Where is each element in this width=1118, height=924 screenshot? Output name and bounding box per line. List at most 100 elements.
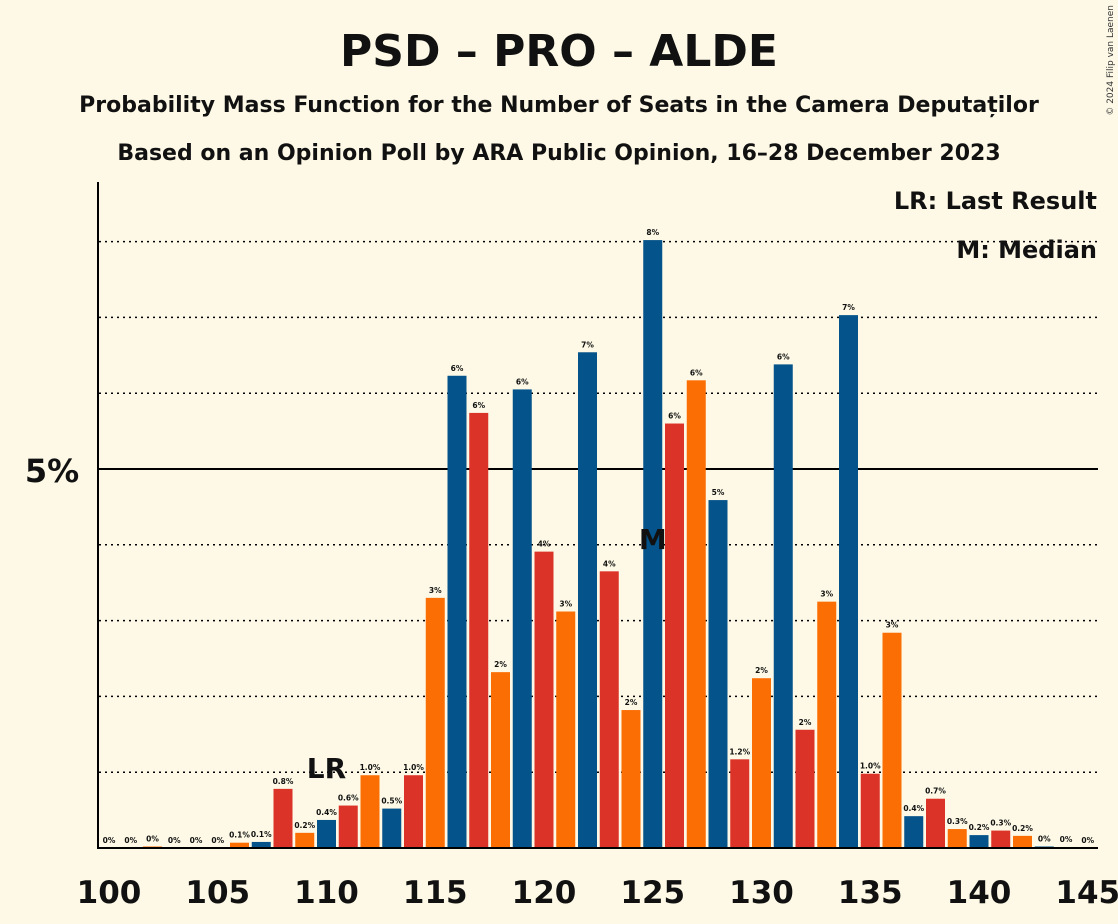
bar-label-seat-142: 0.2% [1012,824,1033,833]
bar-label-seat-139: 0.3% [947,817,968,826]
bar-label-seat-122: 7% [581,340,594,349]
bar-label-seat-141: 0.3% [990,819,1011,828]
bar-label-seat-121: 3% [559,600,572,609]
bar-seat-116 [447,375,467,848]
bar-seat-117 [469,412,489,848]
x-tick-130: 130 [729,875,794,911]
bar-label-seat-106: 0.1% [229,831,250,840]
bar-seat-135 [860,773,880,848]
bar-seat-110 [317,819,336,848]
bar-label-seat-144: 0% [1060,835,1073,844]
bar-seat-107 [251,841,271,848]
bar-seat-123 [599,571,619,848]
bar-seat-138 [926,798,945,848]
bar-label-seat-117: 6% [472,401,485,410]
bar-label-seat-113: 0.5% [381,797,402,806]
bar-label-seat-107: 0.1% [251,830,272,839]
x-tick-145: 145 [1055,875,1118,911]
bar-label-seat-137: 0.4% [903,804,924,813]
bar-label-seat-143: 0% [1038,834,1051,843]
bar-seat-141 [991,830,1011,848]
bar-seat-118 [491,672,510,848]
grid-lines [99,240,1098,773]
axes [97,182,1098,849]
bar-seat-136 [882,632,902,848]
x-tick-115: 115 [403,875,468,911]
bar-label-seat-126: 6% [668,412,681,421]
bar-seat-122 [578,352,597,848]
bar-label-seat-128: 5% [712,488,725,497]
last-result-marker: LR [307,752,346,785]
bar-label-seat-120: 4% [538,540,551,549]
bar-label-seat-110: 0.4% [316,808,337,817]
legend-median: M: Median [956,236,1097,264]
bar-label-seat-127: 6% [690,368,703,377]
bar-seat-113 [382,808,402,848]
y-axis-5pct-label: 5% [25,452,79,490]
bar-seat-130 [752,678,771,848]
bar-seat-134 [839,315,858,849]
bar-seat-133 [817,601,837,848]
bar-label-seat-118: 2% [494,660,507,669]
bar-label-seat-101: 0% [124,836,137,845]
bar-label-seat-116: 6% [451,364,464,373]
bar-label-seat-134: 7% [842,303,855,312]
bar-seat-109 [295,832,315,848]
bar-label-seat-124: 2% [625,698,638,707]
bar-seat-132 [795,729,815,848]
bar-seat-114 [404,775,423,848]
x-tick-105: 105 [185,875,250,911]
chart-subtitle-source: Based on an Opinion Poll by ARA Public O… [117,141,1000,166]
bar-seat-115 [425,597,445,848]
bar-label-seat-138: 0.7% [925,787,946,796]
bar-label-seat-131: 6% [777,352,790,361]
bar-label-seat-140: 0.2% [969,823,990,832]
bar-label-seat-132: 2% [799,718,812,727]
x-tick-125: 125 [620,875,685,911]
bar-label-seat-103: 0% [168,836,181,845]
x-tick-135: 135 [838,875,903,911]
bar-label-seat-115: 3% [429,586,442,595]
bar-label-seat-105: 0% [211,836,224,845]
bar-label-seat-123: 4% [603,559,616,568]
bar-label-seat-135: 1.0% [860,762,881,771]
chart-title: PSD – PRO – ALDE [340,26,778,77]
chart-subtitle: Probability Mass Function for the Number… [79,93,1039,118]
bar-label-seat-102: 0% [146,834,159,843]
bar-label-seat-109: 0.2% [294,821,315,830]
bar-seat-111 [338,805,358,848]
bar-seat-137 [904,816,924,848]
bar-seat-106 [230,842,249,848]
bar-label-seat-114: 1.0% [403,763,424,772]
bar-seat-129 [730,759,750,848]
bar-seat-139 [947,829,967,848]
bar-label-seat-136: 3% [886,621,899,630]
data-labels: 0% 0% 0% 0% 0% 0%0.1% 0.1%0.8%0.2%0.4%0.6%1.0%… [103,228,1095,845]
bar-label-seat-145: 0% [1081,836,1094,845]
bar-label-seat-112: 1.0% [360,763,381,772]
bar-label-seat-104: 0% [190,836,203,845]
bar-seat-142 [1013,835,1032,848]
bar-label-seat-129: 1.2% [729,747,750,756]
bar-label-seat-111: 0.6% [338,794,359,803]
bar-seat-112 [360,775,380,848]
x-tick-labels: 100 105 110 115 120 125 130 135 140 145 [77,875,1118,911]
median-marker: M [639,523,667,556]
x-tick-120: 120 [512,875,577,911]
x-tick-140: 140 [947,875,1012,911]
bar-label-seat-108: 0.8% [273,777,294,786]
bar-seat-131 [773,364,793,848]
bar-seat-121 [556,611,576,848]
bar-seat-140 [969,835,989,848]
bar-seat-126 [665,423,684,848]
bar-label-seat-100: 0% [103,836,116,845]
bar-label-seat-133: 3% [820,590,833,599]
bar-label-seat-119: 6% [516,377,529,386]
x-tick-110: 110 [294,875,359,911]
bar-label-seat-130: 2% [755,666,768,675]
x-tick-100: 100 [77,875,142,911]
bar-seat-119 [512,389,532,848]
bar-seat-120 [534,551,554,848]
copyright-text: © 2024 Filip van Laenen [1106,5,1116,116]
